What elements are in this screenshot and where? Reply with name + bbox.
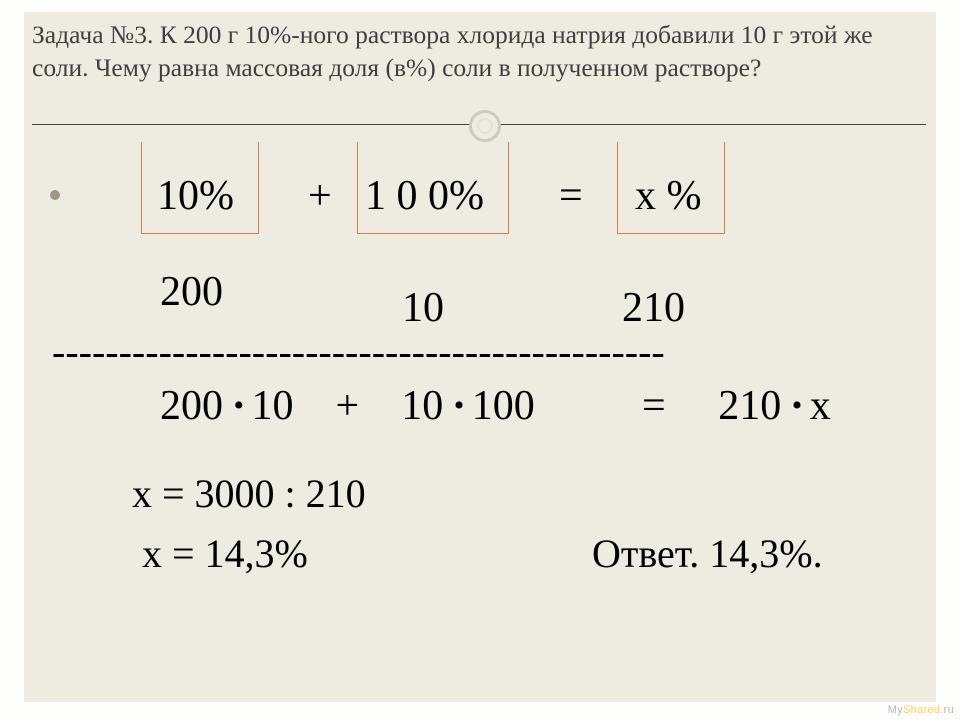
calc-x: х bbox=[810, 383, 831, 429]
decorative-ring-icon bbox=[469, 110, 501, 142]
eq-term3: х % bbox=[635, 172, 702, 220]
mass-3: 210 bbox=[622, 284, 685, 332]
eq-term1: 10% bbox=[157, 172, 234, 220]
mass-1: 200 bbox=[160, 268, 223, 316]
dot-icon: • bbox=[792, 389, 810, 422]
calc-c: 10 bbox=[401, 383, 443, 429]
calc-equals: = bbox=[642, 383, 666, 429]
mass-2: 10 bbox=[402, 284, 444, 332]
answer-label: Ответ. 14,3%. bbox=[592, 530, 823, 577]
dot-icon: • bbox=[234, 389, 252, 422]
equation-row: 10% + 1 0 0% = х % bbox=[32, 142, 926, 262]
bullet-icon bbox=[50, 190, 60, 200]
dot-icon: • bbox=[454, 389, 472, 422]
calc-d: 100 bbox=[472, 383, 535, 429]
x-solve-1: х = 3000 : 210 bbox=[32, 470, 926, 530]
eq-term2: 1 0 0% bbox=[365, 172, 484, 220]
slide-page: Задача №3. К 200 г 10%-ного раствора хло… bbox=[0, 0, 960, 720]
slide-body: 10% + 1 0 0% = х % 200 10 210 ----------… bbox=[32, 142, 926, 694]
problem-title: Задача №3. К 200 г 10%-ного раствора хло… bbox=[32, 18, 926, 84]
title-text: Задача №3. К 200 г 10%-ного раствора хло… bbox=[32, 20, 873, 82]
watermark-part-c: .ru bbox=[940, 704, 954, 716]
masses-row: 200 10 210 bbox=[32, 262, 926, 332]
eq-plus: + bbox=[308, 172, 332, 220]
answer-row: х = 14,3% Ответ. 14,3%. bbox=[32, 530, 926, 590]
calc-a: 200 bbox=[160, 383, 223, 429]
calc-row: 200 • 10 + 10 • 100 = 210 • х bbox=[32, 376, 926, 442]
eq-equals: = bbox=[559, 172, 583, 220]
calc-plus: + bbox=[336, 383, 360, 429]
calc-b: 10 bbox=[252, 383, 294, 429]
watermark-part-b: Shared bbox=[903, 704, 940, 716]
watermark-part-a: My bbox=[888, 704, 903, 716]
calc-e: 210 bbox=[718, 383, 781, 429]
x-eq-2: х = 14,3% bbox=[142, 530, 308, 577]
dash-separator: ----------------------------------------… bbox=[32, 332, 926, 376]
slide-content: Задача №3. К 200 г 10%-ного раствора хло… bbox=[24, 12, 936, 702]
x-eq-1: х = 3000 : 210 bbox=[132, 470, 366, 517]
watermark: MyShared.ru bbox=[888, 704, 954, 716]
